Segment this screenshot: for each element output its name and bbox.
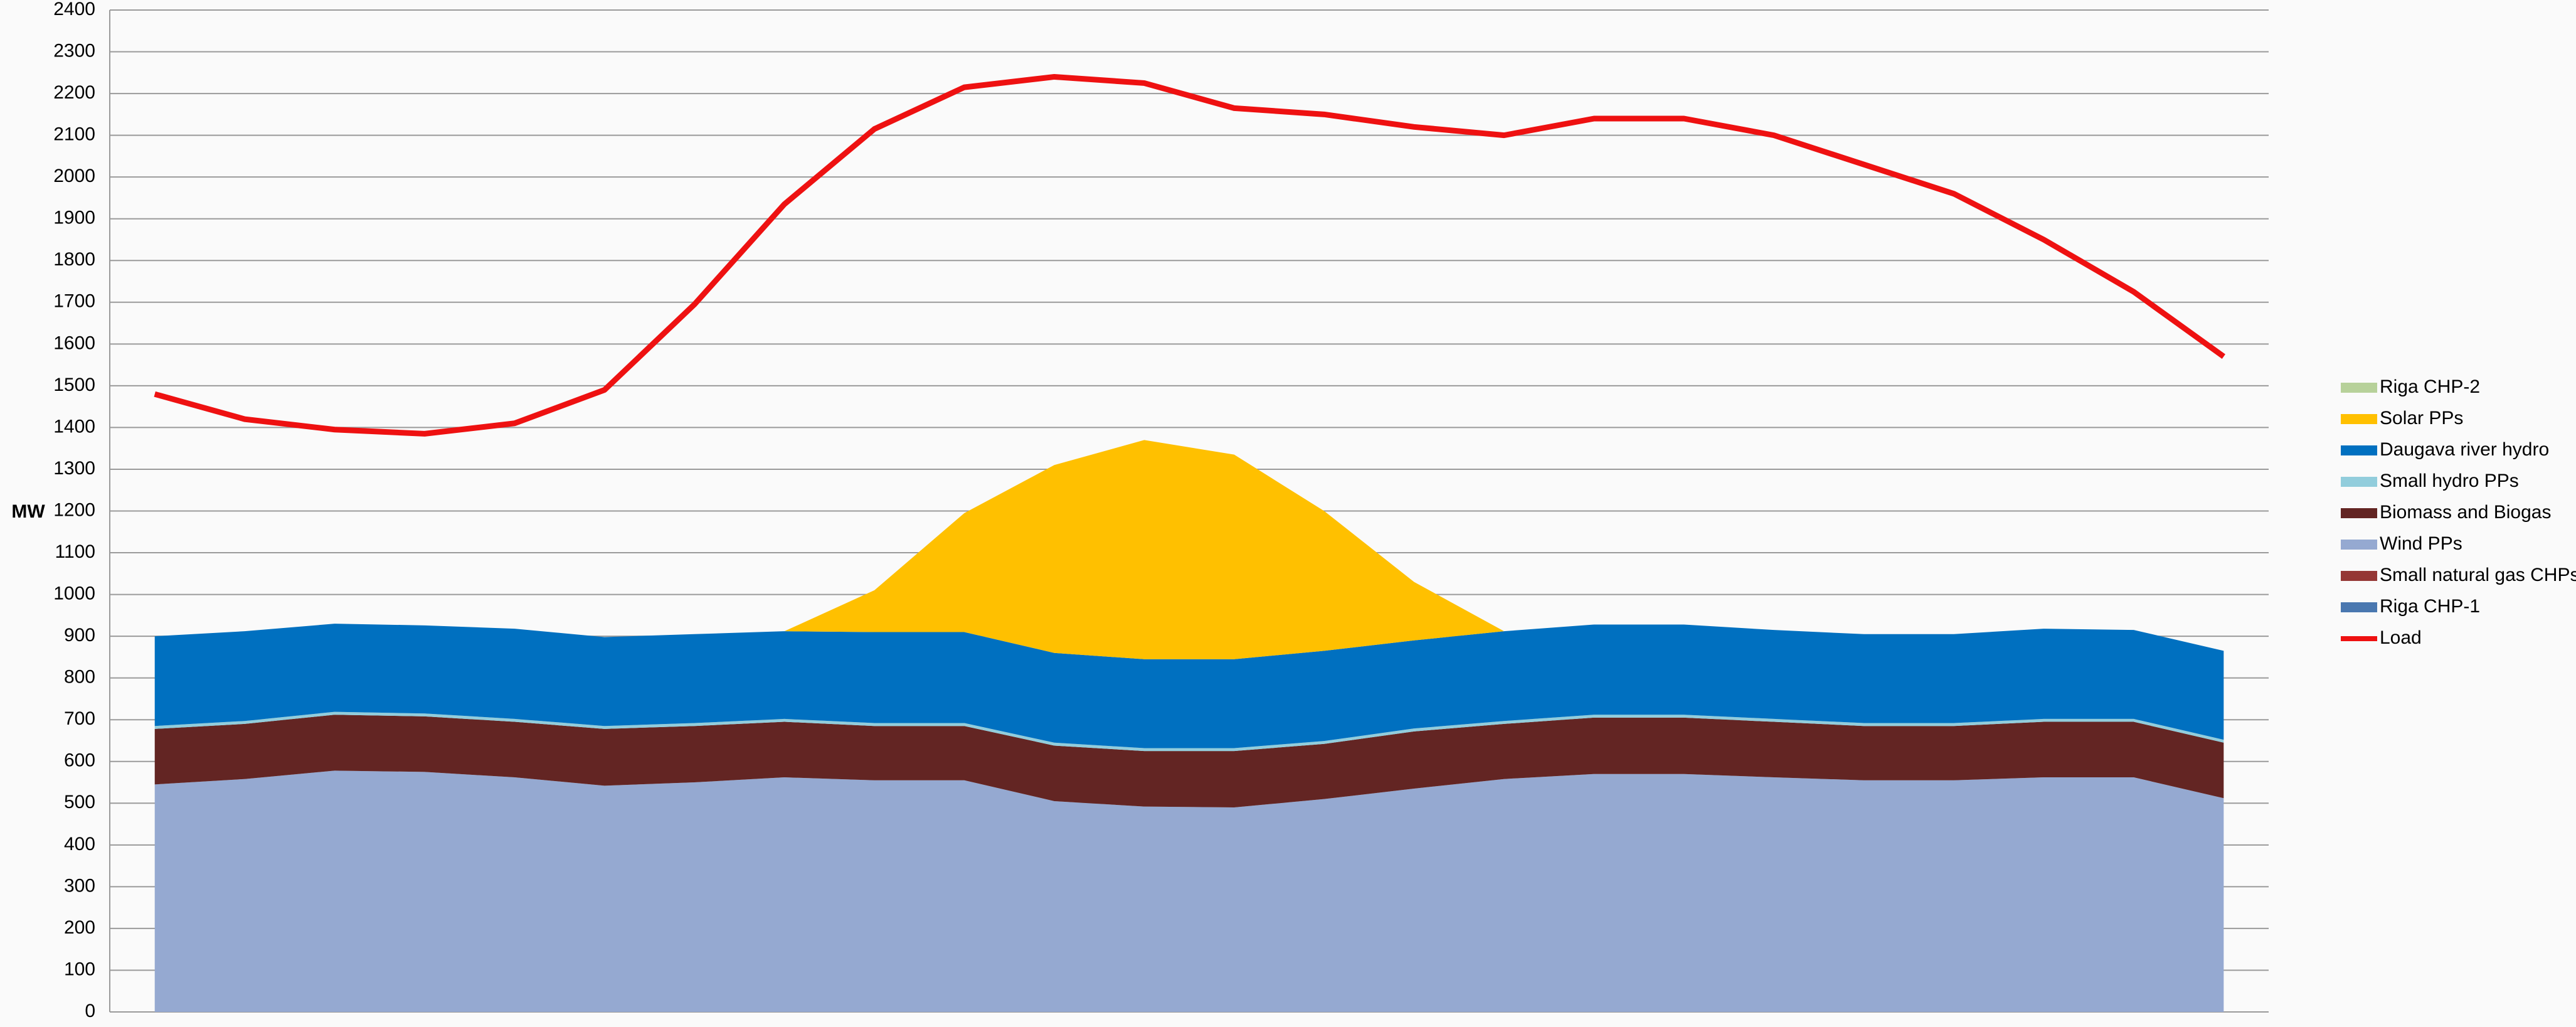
- legend-label: Biomass and Biogas: [2380, 502, 2552, 523]
- legend-swatch: [2341, 508, 2377, 518]
- y-tick-label: 100: [64, 959, 95, 979]
- y-tick-label: 300: [64, 875, 95, 896]
- legend-swatch: [2341, 540, 2377, 550]
- y-tick-label: 2300: [53, 40, 95, 61]
- y-tick-label: 0: [85, 1001, 95, 1021]
- legend-swatch: [2341, 383, 2377, 393]
- y-tick-label: 900: [64, 625, 95, 646]
- legend-swatch: [2341, 602, 2377, 612]
- y-tick-label: 700: [64, 708, 95, 729]
- y-tick-label: 400: [64, 834, 95, 854]
- area: [154, 440, 2224, 659]
- y-tick-label: 600: [64, 750, 95, 771]
- legend-swatch: [2341, 445, 2377, 455]
- legend-swatch: [2341, 477, 2377, 487]
- y-tick-label: 1100: [55, 541, 95, 562]
- legend-label: Small natural gas CHPs: [2380, 565, 2576, 585]
- y-tick-label: 2400: [53, 0, 95, 19]
- y-tick-label: 200: [64, 917, 95, 938]
- legend-label: Load: [2380, 627, 2422, 648]
- y-tick-label: 800: [64, 667, 95, 688]
- y-tick-label: 1300: [53, 458, 95, 479]
- area: [154, 624, 2224, 748]
- area: [154, 715, 2224, 807]
- y-tick-label: 1500: [53, 375, 95, 395]
- legend-label: Daugava river hydro: [2380, 439, 2549, 460]
- y-tick-label: 2100: [53, 124, 95, 145]
- y-tick-label: 2000: [53, 166, 95, 186]
- legend-swatch: [2341, 571, 2377, 581]
- legend-label: Solar PPs: [2380, 408, 2463, 428]
- y-tick-label: 1400: [53, 416, 95, 437]
- y-tick-label: 1900: [53, 208, 95, 228]
- y-tick-label: 500: [64, 792, 95, 812]
- y-tick-label: 1200: [53, 499, 95, 520]
- area: [154, 770, 2224, 1012]
- y-tick-label: 2200: [53, 82, 95, 103]
- line: [154, 73, 2225, 437]
- legend-swatch: [2341, 414, 2377, 424]
- y-axis-label: MW: [11, 501, 45, 522]
- legend-label: Small hydro PPs: [2380, 471, 2519, 491]
- y-tick-label: 1600: [53, 333, 95, 353]
- y-tick-label: 1000: [53, 583, 95, 604]
- legend-label: Riga CHP-1: [2380, 596, 2480, 617]
- y-tick-label: 1700: [53, 291, 95, 312]
- legend-label: Riga CHP-2: [2380, 376, 2480, 397]
- y-tick-label: 1800: [53, 249, 95, 270]
- legend-label: Wind PPs: [2380, 533, 2462, 554]
